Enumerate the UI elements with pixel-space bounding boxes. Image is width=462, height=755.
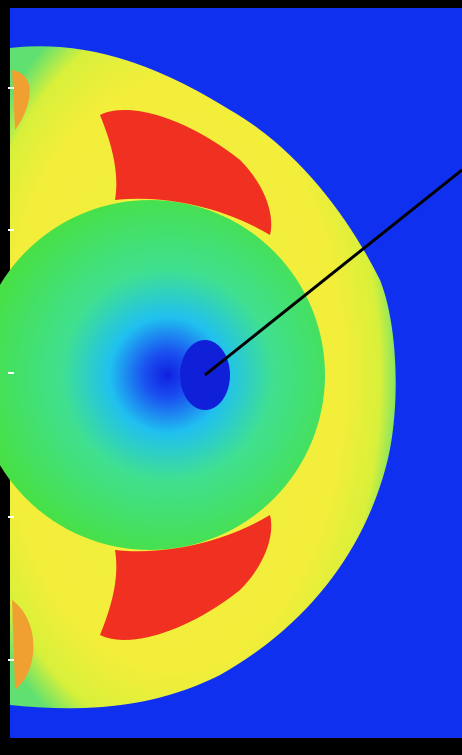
page: (() => { const data = JSON.parse(documen… [0,0,462,755]
simulation-image [0,0,462,755]
